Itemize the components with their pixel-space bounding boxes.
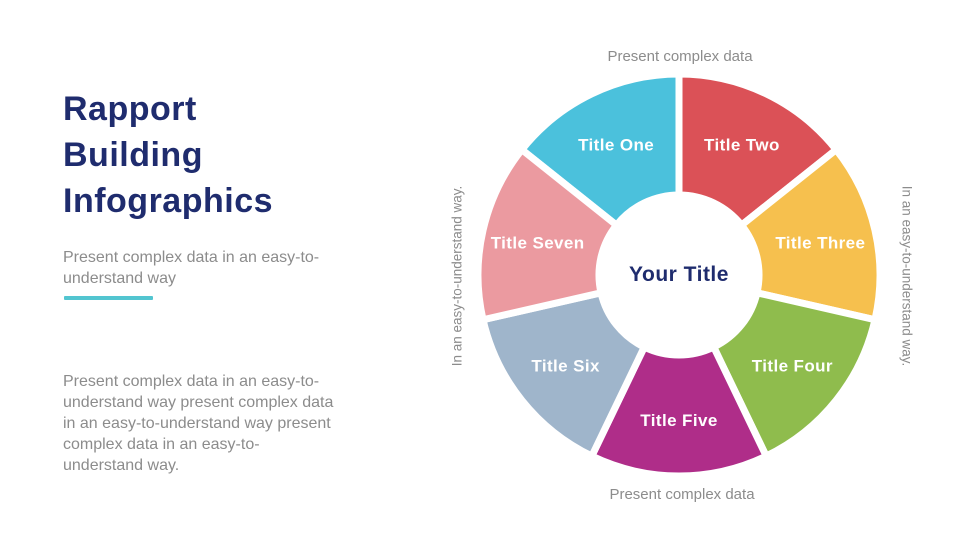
wheel-caption-left: In an easy-to-understand way. [449,185,465,367]
wheel-segment-label-title-five: Title Five [640,411,717,430]
wheel-center-title: Your Title [629,263,729,286]
accent-divider-line [64,296,153,300]
rapport-wheel-diagram: Title One Title Two Title Three Title Four T… [474,70,884,480]
slide-title: Rapport Building Infographics [63,86,353,224]
wheel-segment-title-five [587,342,771,480]
wheel-caption-top: Present complex data [607,48,753,65]
wheel-segment-title-four [709,288,880,461]
wheel-segment-title-one [516,70,683,231]
wheel-segment-label-title-two: Title Two [704,135,780,154]
wheel-segment-title-three [736,144,884,324]
wheel-segment-title-six [478,288,649,461]
wheel-segment-title-seven [474,144,622,324]
wheel-segment-label-title-four: Title Four [752,356,833,375]
slide-subtitle: Present complex data in an easy-to-under… [63,249,320,287]
wheel-segment-label-title-six: Title Six [531,356,600,375]
body-paragraph: Present complex data in an easy-to-under… [63,373,334,474]
wheel-caption-bottom: Present complex data [609,486,755,503]
wheel-segment-title-two [675,70,842,231]
wheel-segment-label-title-one: Title One [578,135,654,154]
slide-title-line-1: Rapport [63,90,197,128]
wheel-segment-label-title-seven: Title Seven [491,234,585,253]
slide-title-line-2: Building [63,136,203,174]
wheel-caption-right: In an easy-to-understand way. [899,185,915,367]
slide-title-line-3: Infographics [63,182,274,220]
wheel-segment-label-title-three: Title Three [775,234,865,253]
